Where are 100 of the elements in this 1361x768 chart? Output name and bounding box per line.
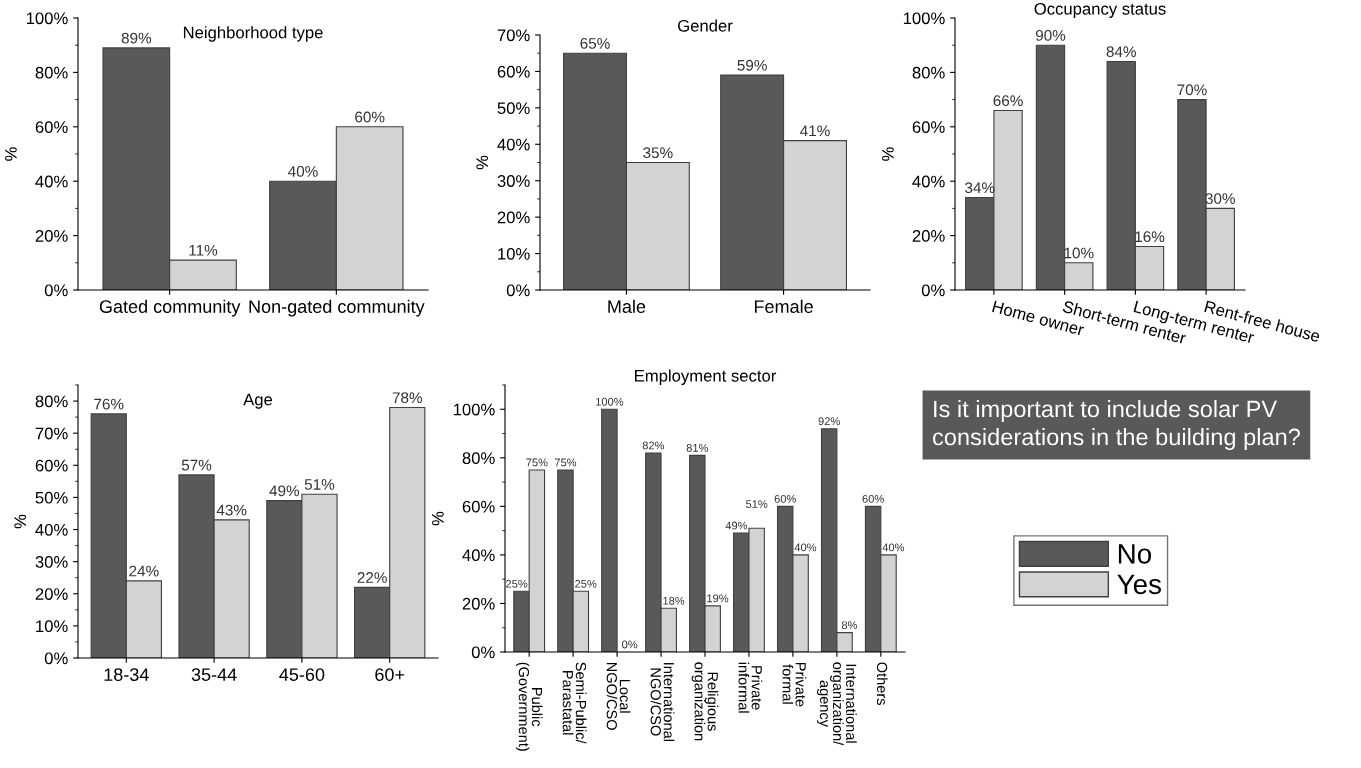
data-label: 65%: [580, 37, 610, 49]
y-tick-label: 0%: [471, 646, 495, 659]
chart-title: Age: [243, 393, 273, 409]
y-axis-title: %: [882, 147, 894, 161]
y-tick-label: 10%: [498, 247, 530, 260]
data-label: 0%: [622, 640, 638, 649]
y-tick-label: 40%: [912, 175, 945, 188]
y-axis-title: %: [432, 511, 444, 526]
y-tick-label: 60%: [35, 121, 68, 133]
data-label: 84%: [1106, 46, 1136, 58]
x-tick-label: Private informal: [738, 662, 763, 713]
y-tick-label: 70%: [497, 29, 530, 42]
data-label: 11%: [189, 244, 218, 256]
legend-label: Yes: [1117, 574, 1161, 595]
data-label: 22%: [357, 572, 387, 583]
y-tick-label: 20%: [35, 588, 68, 600]
x-tick-label: 18-34: [104, 668, 149, 681]
data-label: 89%: [121, 32, 152, 44]
y-tick-label: 20%: [462, 597, 495, 610]
data-label: 75%: [526, 458, 548, 467]
data-label: 51%: [745, 500, 768, 508]
y-tick-label: 60%: [912, 121, 945, 133]
x-tick-label: Non-gated community: [249, 299, 425, 317]
y-tick-label: 0%: [506, 284, 530, 297]
x-tick-label: Female: [754, 299, 813, 313]
data-label: 24%: [129, 565, 159, 577]
x-tick-label: Religious organization: [691, 662, 719, 741]
x-tick-label: Public (Government): [515, 662, 543, 751]
data-label: 40%: [288, 165, 318, 177]
chart-title: Gender: [678, 19, 733, 32]
y-tick-label: 60%: [497, 65, 530, 78]
y-tick-label: 0%: [44, 652, 68, 665]
chart-title: Employment sector: [635, 369, 777, 385]
y-tick-label: 70%: [35, 427, 68, 440]
y-tick-label: 80%: [35, 66, 68, 79]
y-axis-title: %: [5, 147, 17, 161]
data-label: 19%: [707, 594, 729, 603]
x-tick-label: Gated community: [99, 299, 241, 317]
data-label: 81%: [686, 443, 709, 452]
data-label: 41%: [800, 125, 830, 137]
x-tick-label: 45-60: [279, 668, 325, 681]
y-tick-label: 60%: [35, 459, 68, 472]
y-tick-label: 100%: [26, 12, 68, 25]
y-axis-title: %: [14, 514, 27, 529]
data-label: 60%: [774, 494, 796, 503]
y-tick-label: 40%: [35, 175, 68, 188]
x-tick-label: International NGO/CSO: [650, 663, 675, 742]
data-label: 60%: [355, 111, 385, 123]
data-label: 100%: [596, 397, 624, 406]
y-tick-label: 30%: [35, 556, 68, 568]
data-label: 49%: [725, 521, 748, 530]
y-tick-label: 30%: [497, 175, 530, 187]
y-tick-label: 10%: [36, 620, 68, 633]
data-label: 76%: [94, 398, 124, 410]
y-tick-label: 60%: [462, 500, 495, 513]
data-label: 49%: [269, 485, 300, 497]
y-tick-label: 100%: [453, 403, 495, 416]
data-label: 90%: [1035, 29, 1066, 41]
data-label: 18%: [663, 596, 685, 605]
x-tick-label: Local NGO/CSO: [606, 662, 631, 730]
data-label: 75%: [554, 458, 577, 467]
data-label: 78%: [392, 392, 423, 404]
x-tick-label: Private formal: [782, 662, 807, 707]
y-tick-label: 20%: [35, 230, 68, 242]
y-tick-label: 20%: [912, 230, 945, 242]
x-tick-label: Semi-Public/ Parastatal: [562, 662, 587, 744]
x-tick-label: International organization/ agency: [817, 662, 857, 746]
y-tick-label: 0%: [44, 284, 68, 297]
chart-title: Occupancy status: [1034, 2, 1166, 18]
data-label: 8%: [841, 621, 858, 629]
data-label: 40%: [882, 543, 905, 552]
y-tick-label: 80%: [35, 395, 68, 408]
legend-title: Is it important to include solar PV considerations in the building plan?: [933, 400, 1300, 451]
y-tick-label: 80%: [912, 66, 945, 79]
y-tick-label: 80%: [462, 452, 495, 465]
y-tick-label: 100%: [903, 12, 945, 25]
data-label: 43%: [216, 504, 247, 516]
y-tick-label: 50%: [497, 102, 530, 115]
y-tick-label: 40%: [462, 549, 495, 562]
data-label: 35%: [643, 147, 673, 159]
data-label: 70%: [1177, 84, 1207, 96]
chart-title: Neighborhood type: [183, 26, 323, 42]
x-tick-label: 60+: [375, 668, 405, 681]
data-label: 25%: [575, 579, 597, 588]
data-label: 82%: [642, 441, 665, 450]
legend-label: No: [1118, 544, 1152, 564]
data-label: 25%: [506, 579, 528, 588]
data-label: 57%: [181, 459, 212, 471]
data-label: 51%: [304, 479, 335, 490]
data-label: 40%: [794, 543, 817, 552]
data-label: 60%: [862, 494, 884, 503]
x-tick-label: Others: [876, 662, 888, 705]
x-tick-label: Male: [608, 299, 646, 313]
data-label: 66%: [993, 95, 1023, 107]
y-tick-label: 50%: [35, 491, 68, 504]
y-tick-label: 20%: [497, 211, 530, 224]
x-tick-label: 35-44: [191, 668, 237, 681]
y-tick-label: 40%: [497, 138, 530, 151]
data-label: 59%: [737, 59, 767, 71]
y-axis-title: %: [476, 155, 489, 170]
